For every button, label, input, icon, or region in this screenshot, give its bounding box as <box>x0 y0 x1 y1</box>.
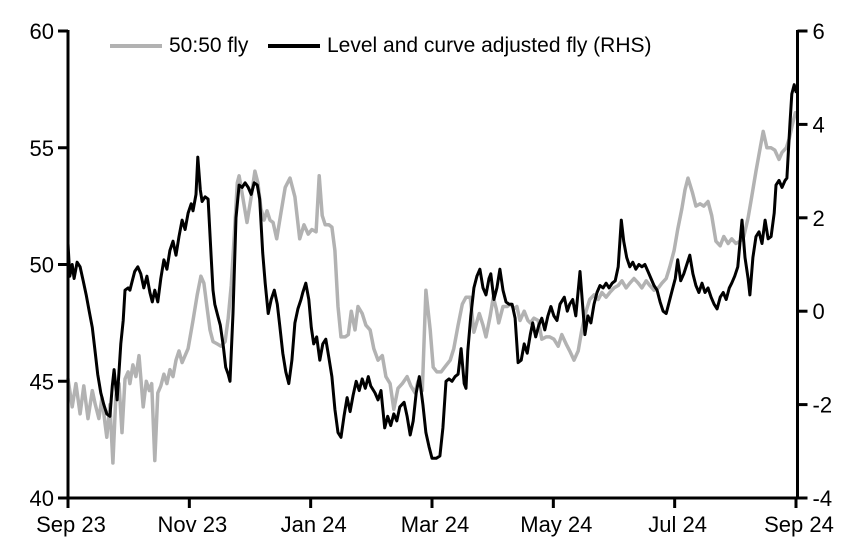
y-axis-right-tick-label: 2 <box>813 206 825 231</box>
y-axis-left-tick-label: 50 <box>30 253 54 278</box>
series-line-50-50-fly <box>66 110 798 465</box>
y-axis-right-tick-label: 4 <box>813 112 825 137</box>
y-axis-right-tick-label: 0 <box>813 299 825 324</box>
y-axis-right-tick-label: 6 <box>813 19 825 44</box>
y-axis-right-tick-label: -4 <box>813 486 833 511</box>
x-axis-tick-label: Jul 24 <box>648 512 707 537</box>
x-axis-tick-label: Jan 24 <box>281 512 347 537</box>
x-axis-tick-label: Mar 24 <box>401 512 469 537</box>
x-axis-tick-label: Nov 23 <box>157 512 227 537</box>
x-axis-tick-label: Sep 23 <box>36 512 106 537</box>
y-axis-left-tick-label: 55 <box>30 136 54 161</box>
y-axis-left-tick-label: 40 <box>30 486 54 511</box>
y-axis-left-tick-label: 60 <box>30 19 54 44</box>
y-axis-right-tick-label: -2 <box>813 393 833 418</box>
y-axis-left-tick-label: 45 <box>30 369 54 394</box>
x-axis-tick-label: May 24 <box>520 512 592 537</box>
series-line-level-and-curve-adjusted-fly-rhs <box>66 83 798 460</box>
x-axis-tick-label: Sep 24 <box>764 512 834 537</box>
